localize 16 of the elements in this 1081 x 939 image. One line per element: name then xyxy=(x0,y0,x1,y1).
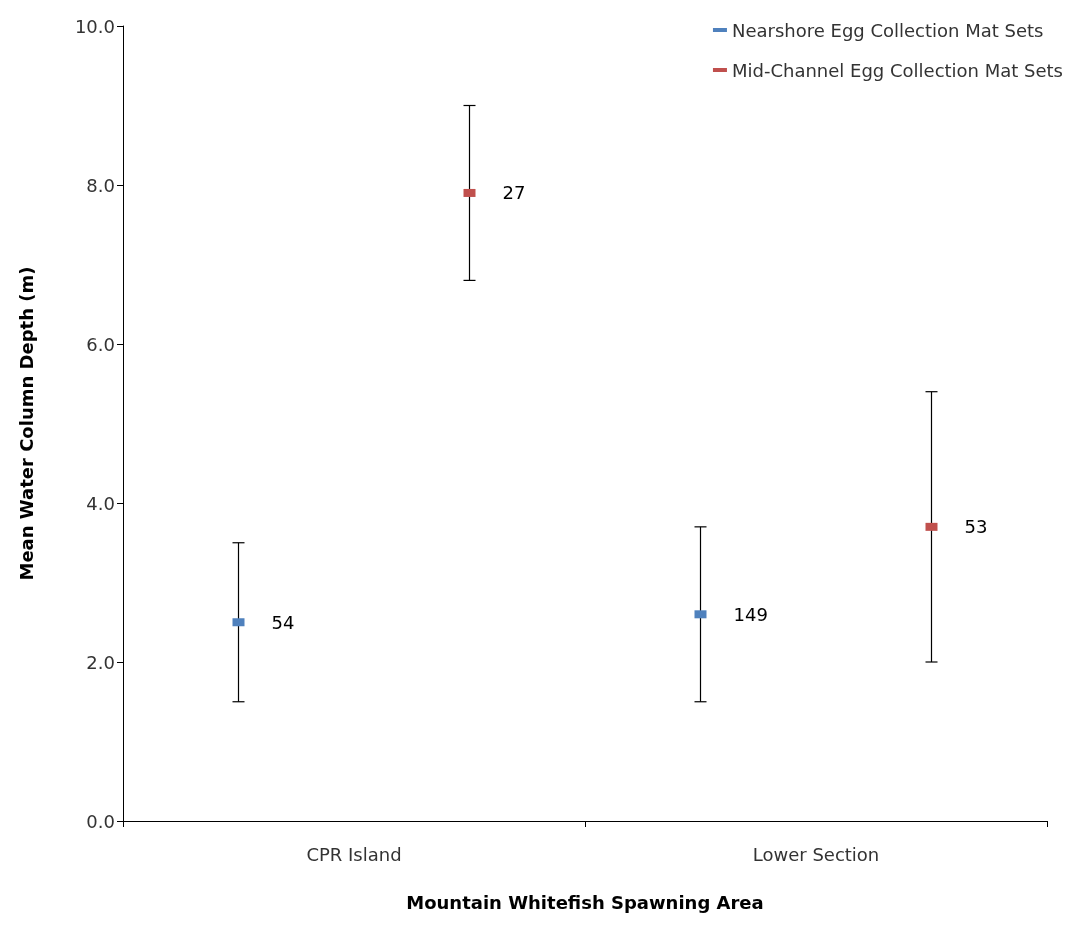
annotation: 54 xyxy=(271,611,295,633)
annotation: 53 xyxy=(964,516,988,538)
y-tick-label: 8.0 xyxy=(86,174,115,196)
y-tick-label: 0.0 xyxy=(86,810,115,832)
x-axis-title: Mountain Whitefish Spawning Area xyxy=(406,891,764,913)
y-tick-label: 4.0 xyxy=(86,492,115,514)
x-tick-label: CPR Island xyxy=(306,843,402,865)
x-tick-label: Lower Section xyxy=(752,843,880,865)
legend-label: Nearshore Egg Collection Mat Sets xyxy=(731,19,1044,41)
legend-label: Mid-Channel Egg Collection Mat Sets xyxy=(731,59,1064,81)
annotation: 149 xyxy=(733,603,768,625)
y-tick-label: 6.0 xyxy=(86,333,115,355)
y-tick-label: 10.0 xyxy=(74,15,115,37)
y-axis-title: Mean Water Column Depth (m) xyxy=(15,266,37,581)
y-tick-label: 2.0 xyxy=(86,651,115,673)
annotation: 27 xyxy=(502,182,526,204)
